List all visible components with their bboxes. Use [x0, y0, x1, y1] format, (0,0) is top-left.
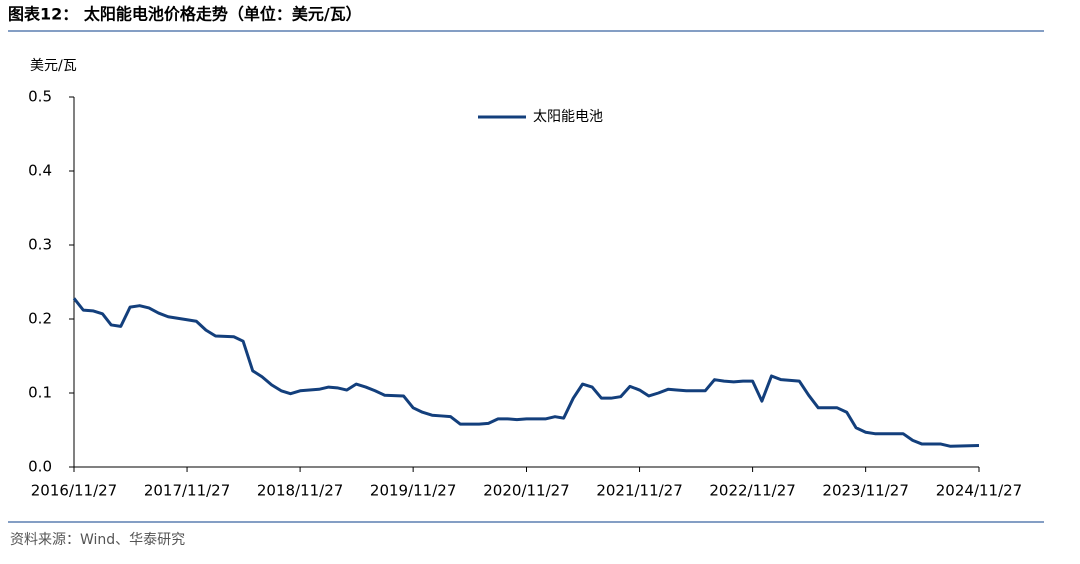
- y-tick-label: 0.4: [28, 162, 52, 180]
- source: 资料来源：Wind、华泰研究: [10, 532, 185, 548]
- chart-title: 图表12： 太阳能电池价格走势（单位：美元/瓦）: [8, 5, 362, 24]
- x-tick-label: 2024/11/27: [936, 482, 1022, 500]
- x-tick-label: 2021/11/27: [596, 482, 682, 500]
- x-tick-label: 2017/11/27: [144, 482, 230, 500]
- x-tick-label: 2020/11/27: [483, 482, 569, 500]
- y-tick-label: 0.0: [28, 458, 52, 476]
- y-tick-label: 0.5: [28, 88, 52, 106]
- legend-label: 太阳能电池: [533, 109, 603, 125]
- x-tick-label: 2022/11/27: [709, 482, 795, 500]
- x-tick-label: 2016/11/27: [31, 482, 117, 500]
- series-line: [72, 297, 980, 448]
- y-tick-label: 0.1: [28, 384, 52, 402]
- x-tick-label: 2023/11/27: [822, 482, 908, 500]
- x-tick-label: 2019/11/27: [370, 482, 456, 500]
- y-tick-label: 0.3: [28, 236, 52, 254]
- x-tick-label: 2018/11/27: [257, 482, 343, 500]
- y-axis-label: 美元/瓦: [30, 58, 77, 74]
- y-tick-label: 0.2: [28, 310, 52, 328]
